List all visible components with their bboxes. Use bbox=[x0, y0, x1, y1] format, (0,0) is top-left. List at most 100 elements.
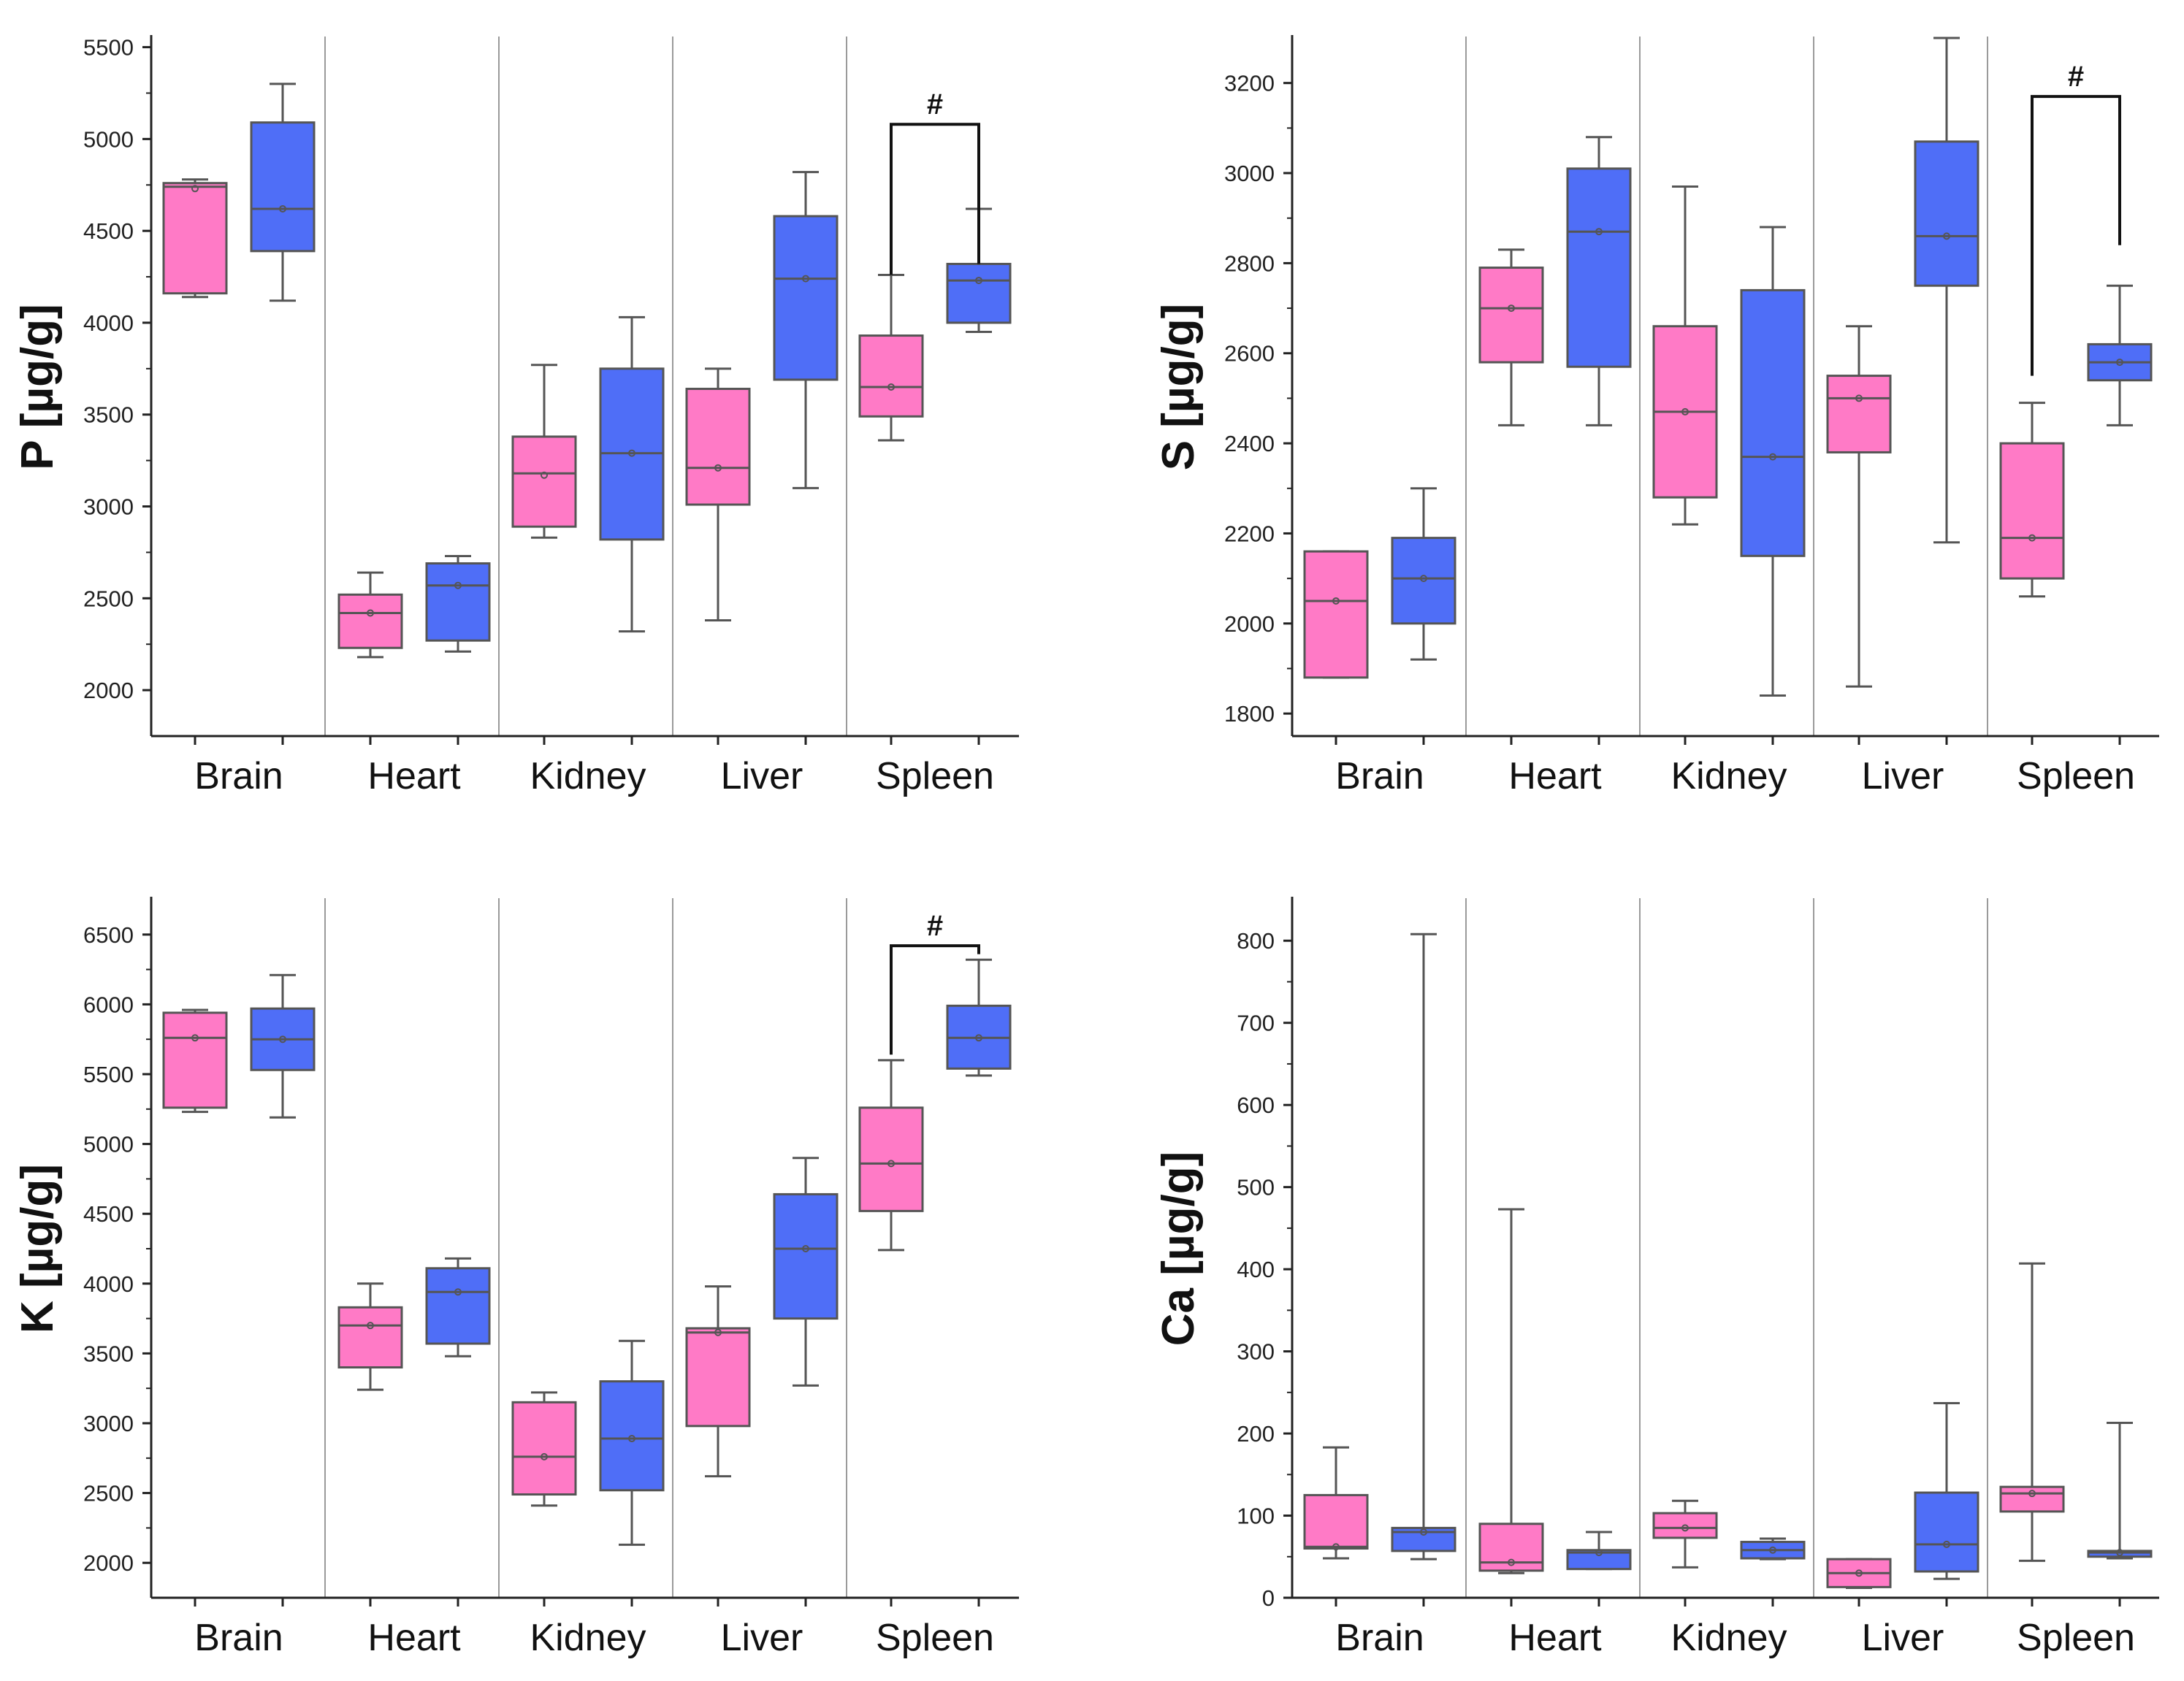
box-kidney-group2 bbox=[1740, 1537, 1806, 1561]
y-tick-label: 4000 bbox=[83, 310, 134, 336]
box-iqr bbox=[858, 334, 924, 418]
y-tick-label: 800 bbox=[1237, 928, 1275, 954]
x-tick-label-heart: Heart bbox=[1508, 755, 1602, 797]
mean-marker bbox=[1595, 1549, 1603, 1557]
chart-panel-k: 2000 2500 3000 3500 4000 4500 5000 5500 6000 6500… bbox=[12, 897, 1019, 1659]
chart-panel-ca: 0 100 200 300 400 500 600 700 800 Brain Heart Kidne… bbox=[1153, 897, 2159, 1659]
y-tick-label: 2600 bbox=[1224, 341, 1275, 367]
box-brain-group1 bbox=[162, 178, 228, 299]
mean-marker bbox=[975, 1034, 982, 1042]
box-liver-group2 bbox=[773, 171, 839, 489]
box-kidney-group2 bbox=[1740, 226, 1806, 697]
x-tick-label-kidney: Kidney bbox=[1671, 755, 1787, 797]
box-iqr bbox=[1566, 167, 1632, 368]
y-tick-label: 2000 bbox=[83, 678, 134, 703]
mean-marker bbox=[1681, 407, 1689, 416]
box-iqr bbox=[858, 1106, 924, 1212]
y-tick-label: 5500 bbox=[83, 1062, 134, 1087]
mean-marker bbox=[1508, 305, 1515, 313]
mean-marker bbox=[975, 277, 982, 285]
box-iqr bbox=[425, 1267, 491, 1345]
mean-marker bbox=[714, 1328, 722, 1336]
mean-marker bbox=[1943, 232, 1950, 240]
significance-label: # bbox=[2068, 61, 2084, 93]
y-tick-label: 2000 bbox=[83, 1550, 134, 1576]
box-iqr bbox=[1914, 1491, 1979, 1573]
box-iqr bbox=[773, 215, 839, 381]
box-iqr bbox=[946, 262, 1012, 324]
y-axis-title: P [µg/g] bbox=[12, 304, 63, 470]
box-brain-group2 bbox=[1391, 487, 1456, 661]
x-tick-label-kidney: Kidney bbox=[530, 1617, 646, 1659]
y-tick-label: 5000 bbox=[83, 126, 134, 152]
y-tick-label: 6000 bbox=[83, 992, 134, 1017]
y-tick-label: 4000 bbox=[83, 1271, 134, 1297]
x-tick-label-spleen: Spleen bbox=[876, 755, 994, 797]
box-spleen-group1 bbox=[858, 274, 924, 442]
y-tick-label: 2400 bbox=[1224, 431, 1275, 456]
box-kidney-group1 bbox=[1652, 185, 1718, 526]
box-brain-group1 bbox=[1303, 1446, 1369, 1560]
x-tick-label-liver: Liver bbox=[1862, 755, 1944, 797]
box-liver-group2 bbox=[773, 1157, 839, 1387]
box-liver-group1 bbox=[1826, 1558, 1892, 1590]
y-tick-label: 4500 bbox=[83, 1201, 134, 1227]
x-tick-label-liver: Liver bbox=[721, 755, 803, 797]
box-spleen-group1 bbox=[858, 1059, 924, 1252]
mean-marker bbox=[2116, 359, 2123, 367]
x-tick-label-brain: Brain bbox=[194, 1617, 283, 1659]
box-brain-group2 bbox=[250, 83, 316, 302]
box-kidney-group1 bbox=[511, 364, 577, 539]
y-tick-label: 3200 bbox=[1224, 71, 1275, 96]
box-iqr bbox=[337, 1306, 403, 1369]
y-axis-title: K [µg/g] bbox=[12, 1164, 63, 1333]
y-tick-label: 400 bbox=[1237, 1257, 1275, 1282]
mean-marker bbox=[1420, 1528, 1427, 1536]
x-tick-label-liver: Liver bbox=[1862, 1617, 1944, 1659]
box-liver-group1 bbox=[685, 367, 751, 622]
x-tick-label-heart: Heart bbox=[1508, 1617, 1602, 1659]
significance-bracket bbox=[890, 944, 980, 1055]
mean-marker bbox=[279, 1035, 286, 1044]
box-brain-group1 bbox=[162, 1008, 228, 1114]
box-iqr bbox=[337, 593, 403, 649]
box-brain-group1 bbox=[1303, 550, 1369, 679]
box-heart-group2 bbox=[425, 554, 491, 653]
x-tick-label-spleen: Spleen bbox=[876, 1617, 994, 1659]
mean-marker bbox=[802, 275, 809, 283]
box-kidney-group2 bbox=[599, 1339, 665, 1546]
mean-marker bbox=[191, 185, 199, 193]
box-heart-group2 bbox=[1566, 136, 1632, 426]
mean-marker bbox=[887, 1160, 895, 1168]
mean-marker bbox=[1855, 1569, 1863, 1577]
mean-marker bbox=[628, 1435, 635, 1443]
box-spleen-group1 bbox=[1999, 402, 2065, 598]
box-iqr bbox=[1999, 442, 2065, 580]
box-kidney-group1 bbox=[1652, 1499, 1718, 1569]
box-liver-group1 bbox=[1826, 325, 1892, 688]
mean-marker bbox=[454, 581, 462, 589]
box-iqr bbox=[773, 1192, 839, 1320]
box-iqr bbox=[685, 388, 751, 506]
mean-marker bbox=[1332, 597, 1340, 605]
box-iqr bbox=[1914, 140, 1979, 287]
box-heart-group2 bbox=[425, 1257, 491, 1358]
mean-marker bbox=[367, 1322, 374, 1330]
mean-marker bbox=[541, 471, 548, 479]
box-liver-group2 bbox=[1914, 1401, 1979, 1580]
box-iqr bbox=[2087, 1550, 2153, 1558]
x-tick-label-heart: Heart bbox=[367, 1617, 461, 1659]
mean-marker bbox=[628, 449, 635, 457]
y-tick-label: 3000 bbox=[1224, 161, 1275, 186]
mean-marker bbox=[887, 383, 895, 391]
box-spleen-group2 bbox=[2087, 1421, 2153, 1560]
box-liver-group1 bbox=[685, 1285, 751, 1478]
box-heart-group1 bbox=[1478, 1208, 1544, 1574]
chart-panel-s: 1800 2000 2200 2400 2600 2800 3000 3200 Brain Hea… bbox=[1153, 35, 2159, 797]
significance-bracket bbox=[2031, 95, 2121, 376]
box-iqr bbox=[1478, 267, 1544, 364]
box-iqr bbox=[1478, 1523, 1544, 1572]
y-tick-label: 4500 bbox=[83, 218, 134, 244]
box-heart-group1 bbox=[337, 571, 403, 659]
box-brain-group2 bbox=[250, 973, 316, 1119]
